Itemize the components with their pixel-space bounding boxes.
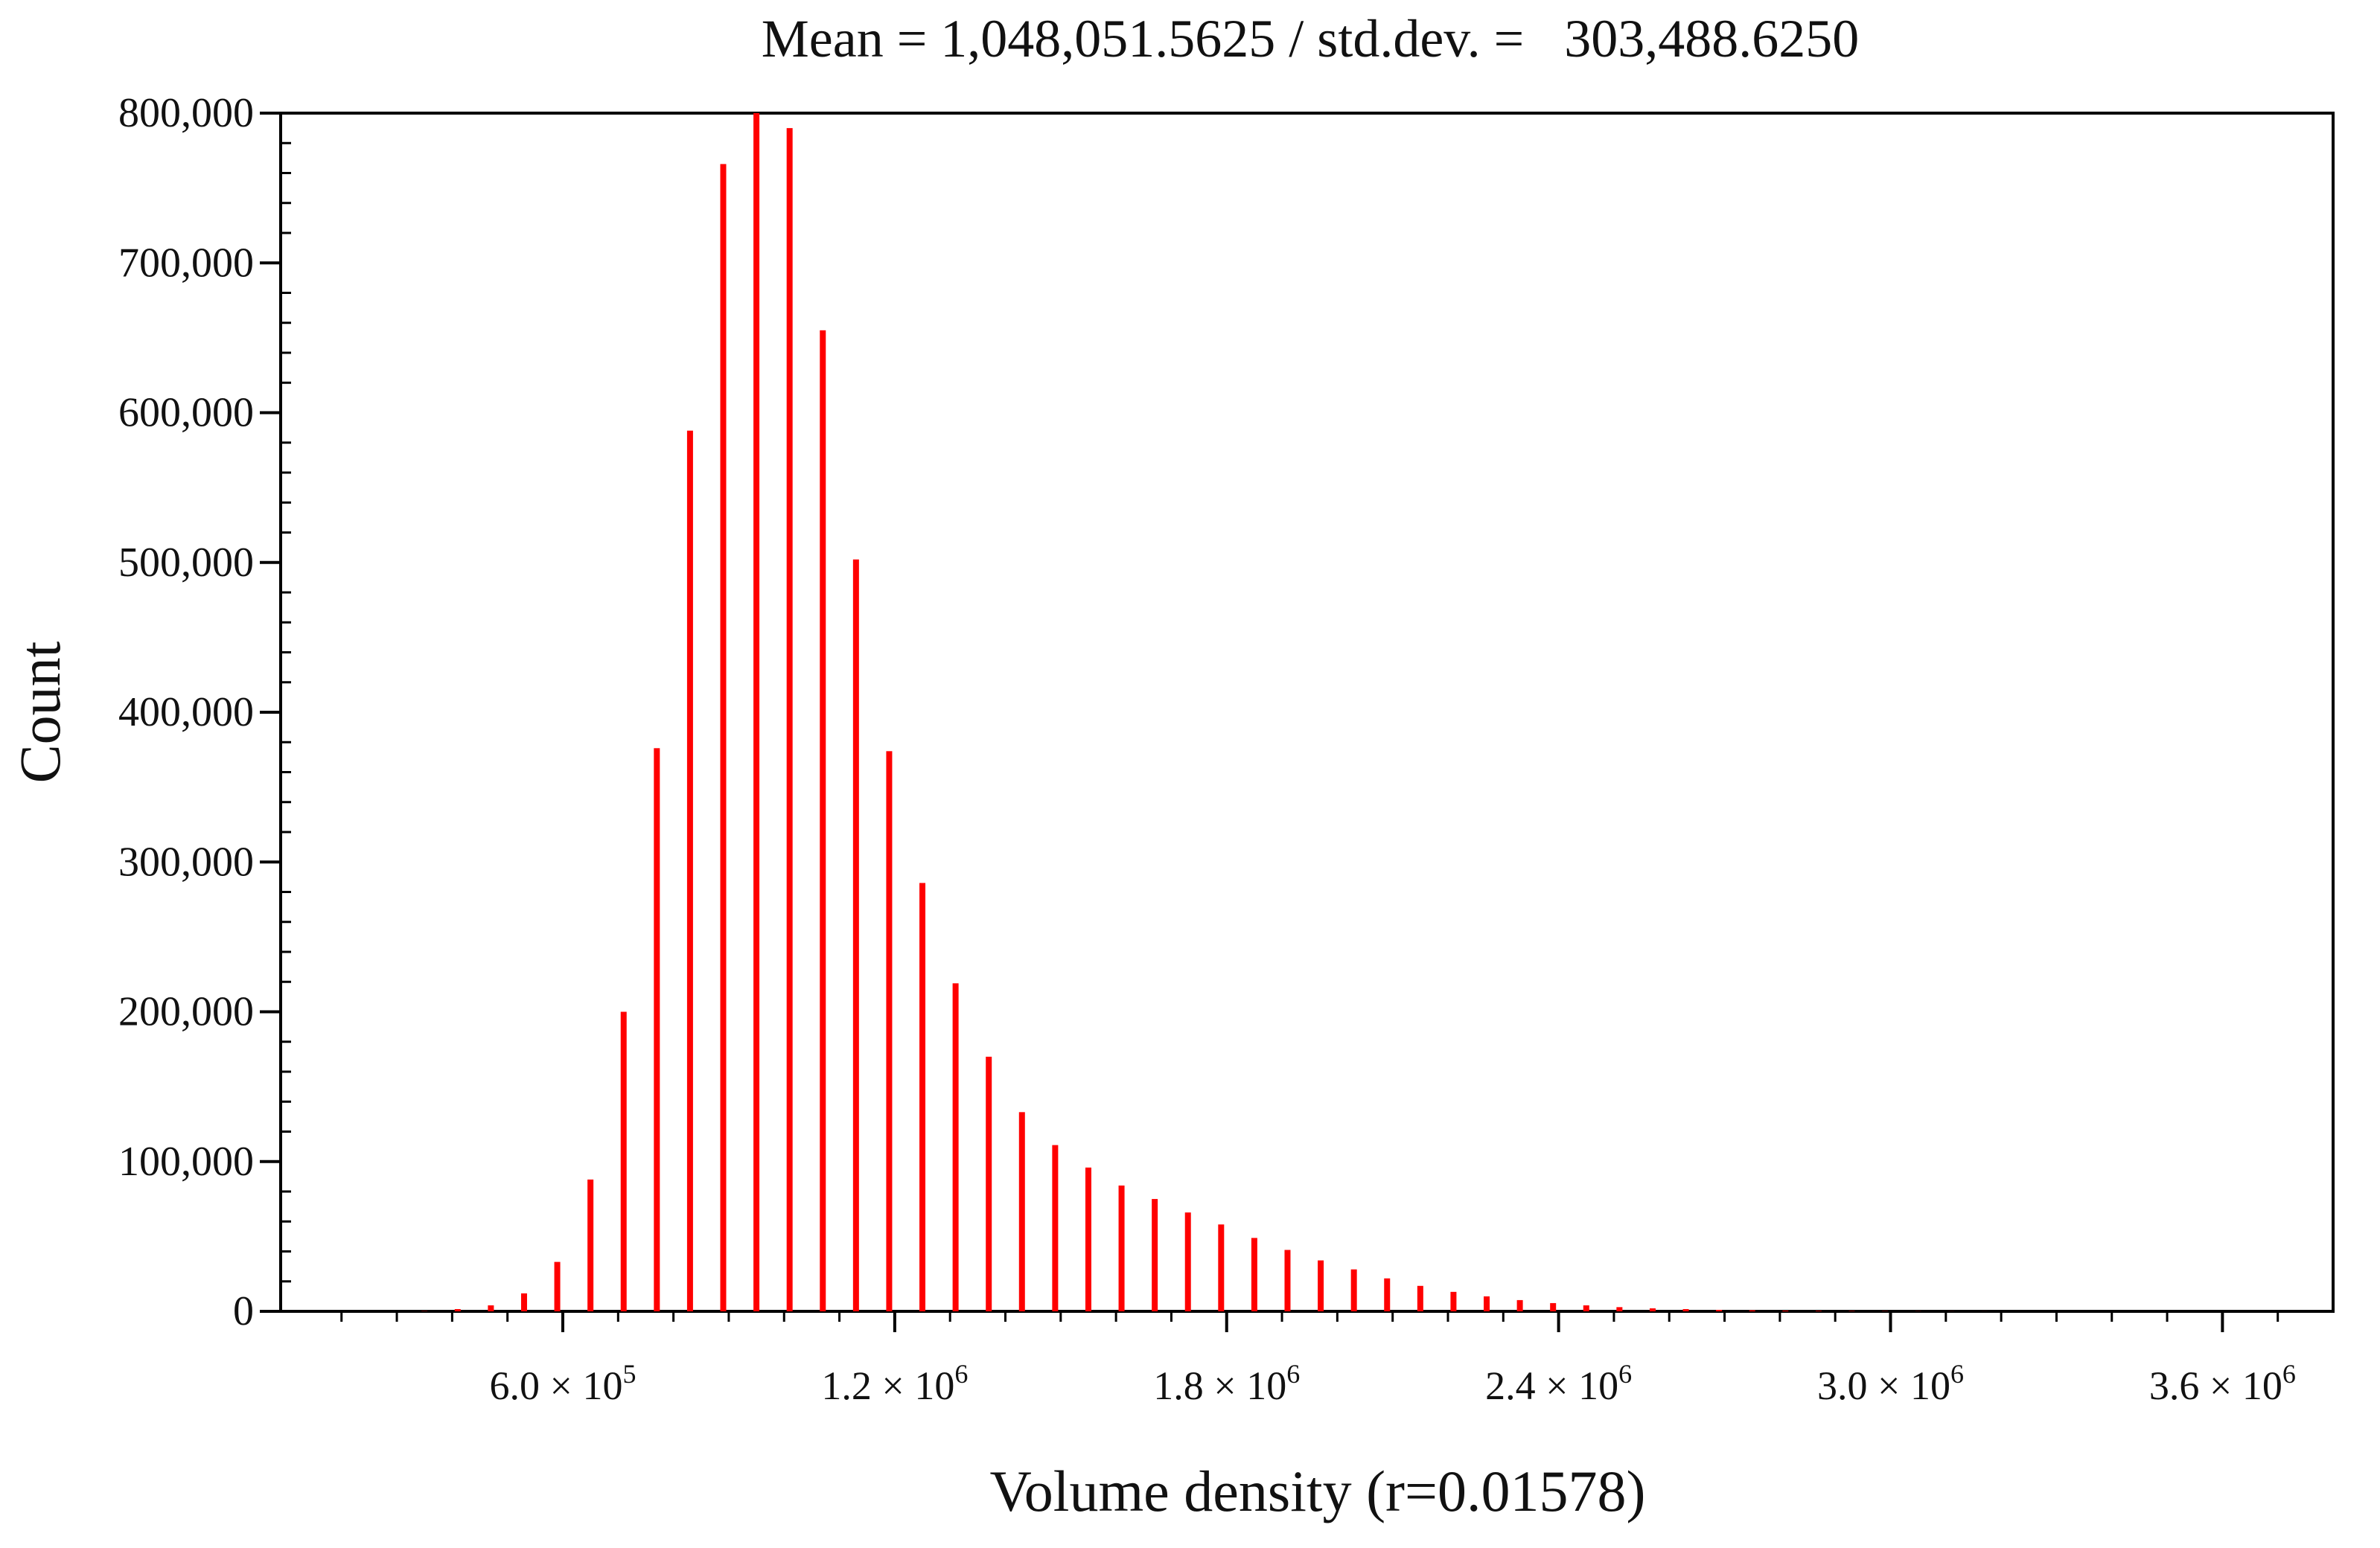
x-tick-base: 10	[2242, 1363, 2282, 1408]
histogram-bar	[587, 1179, 594, 1311]
x-tick-exponent: 6	[2282, 1359, 2296, 1389]
chart-title: Mean = 1,048,051.5625 / std.dev. = 303,4…	[762, 9, 1859, 68]
x-tick-exponent: 5	[622, 1359, 636, 1389]
y-tick-label: 700,000	[118, 240, 254, 286]
histogram-bar	[986, 1056, 992, 1311]
histogram-bar	[1018, 1112, 1025, 1311]
x-tick-times: ×	[1545, 1363, 1578, 1408]
histogram-bar	[886, 751, 893, 1311]
plot-frame	[279, 112, 2335, 1313]
y-tick-label: 200,000	[118, 989, 254, 1035]
histogram-bar	[1218, 1224, 1225, 1311]
histogram-bar	[554, 1261, 561, 1311]
histogram-bar	[1350, 1269, 1357, 1311]
y-tick-label: 800,000	[118, 90, 254, 136]
x-tick-base: 10	[1578, 1363, 1618, 1408]
x-tick-base: 10	[914, 1363, 954, 1408]
x-tick-label: 3.6 × 106	[2149, 1359, 2296, 1408]
histogram-bar	[720, 164, 727, 1311]
histogram-bar	[1516, 1299, 1523, 1311]
data-bars	[421, 113, 2287, 1311]
histogram-bar	[1417, 1285, 1423, 1311]
histogram-bar	[919, 883, 926, 1311]
histogram-bar	[1682, 1308, 1689, 1311]
x-tick-label: 2.4 × 106	[1485, 1359, 1632, 1408]
histogram-bar	[1384, 1278, 1391, 1311]
histogram-bar	[1085, 1167, 1091, 1311]
x-tick-exponent: 6	[1950, 1359, 1964, 1389]
histogram-bar	[1450, 1291, 1457, 1311]
x-tick-label: 6.0 × 105	[490, 1359, 637, 1408]
histogram-bar	[520, 1293, 527, 1311]
x-tick-mantissa: 3.0	[1817, 1363, 1877, 1408]
x-tick-mantissa: 1.2	[821, 1363, 881, 1408]
x-tick-label: 3.0 × 106	[1817, 1359, 1964, 1408]
histogram-bar	[1649, 1308, 1656, 1311]
histogram-bar	[488, 1305, 494, 1311]
histogram-bar	[654, 748, 660, 1311]
histogram-bar	[620, 1011, 627, 1311]
histogram-bar	[1118, 1185, 1125, 1311]
histogram-bar	[1716, 1309, 1723, 1311]
x-tick-mantissa: 1.8	[1153, 1363, 1213, 1408]
histogram-bar	[1484, 1296, 1490, 1311]
x-tick-label: 1.8 × 106	[1153, 1359, 1300, 1408]
y-axis: 0 100,000 200,000 300,000 400,000 500,000 600,…	[118, 90, 291, 1334]
x-tick-mantissa: 6.0	[490, 1363, 550, 1408]
y-tick-label: 0	[233, 1288, 254, 1334]
x-tick-times: ×	[2210, 1363, 2242, 1408]
histogram-bar	[1550, 1302, 1557, 1311]
x-tick-base: 10	[1910, 1363, 1950, 1408]
x-tick-times: ×	[1877, 1363, 1910, 1408]
histogram-bar	[753, 113, 760, 1311]
histogram-bar	[820, 330, 826, 1311]
histogram-bar	[454, 1308, 461, 1311]
histogram-bar	[1583, 1305, 1589, 1311]
y-tick-label: 500,000	[118, 540, 254, 586]
x-tick-mantissa: 3.6	[2149, 1363, 2210, 1408]
x-tick-exponent: 6	[1286, 1359, 1300, 1389]
y-axis-label: Count	[7, 641, 72, 783]
x-tick-label: 1.2 × 106	[821, 1359, 968, 1408]
x-tick-base: 10	[1246, 1363, 1286, 1408]
x-tick-times: ×	[1213, 1363, 1246, 1408]
histogram-bar	[1616, 1307, 1623, 1311]
x-tick-times: ×	[881, 1363, 914, 1408]
y-tick-label: 400,000	[118, 689, 254, 735]
histogram-bar	[952, 983, 959, 1311]
histogram-bar	[786, 128, 793, 1311]
x-tick-exponent: 6	[954, 1359, 968, 1389]
x-tick-exponent: 6	[1618, 1359, 1632, 1389]
y-tick-label: 600,000	[118, 390, 254, 436]
x-tick-mantissa: 2.4	[1485, 1363, 1545, 1408]
x-tick-base: 10	[582, 1363, 622, 1408]
histogram-bar	[852, 559, 859, 1311]
histogram-bar	[1318, 1260, 1324, 1311]
histogram-bar	[1251, 1238, 1257, 1311]
y-tick-label: 100,000	[118, 1139, 254, 1185]
x-axis-label: Volume density (r=0.01578)	[990, 1459, 1646, 1523]
histogram-bar	[686, 430, 693, 1311]
x-tick-times: ×	[550, 1363, 583, 1408]
histogram-bar	[1152, 1199, 1158, 1311]
x-axis: 6.0 × 105 1.2 × 106 1.8 × 106 2.4 × 106 3.0 …	[340, 1311, 2296, 1408]
histogram-bar	[1284, 1250, 1291, 1311]
histogram-bar	[1052, 1145, 1059, 1311]
y-tick-label: 300,000	[118, 839, 254, 885]
histogram-bar	[1184, 1212, 1191, 1311]
